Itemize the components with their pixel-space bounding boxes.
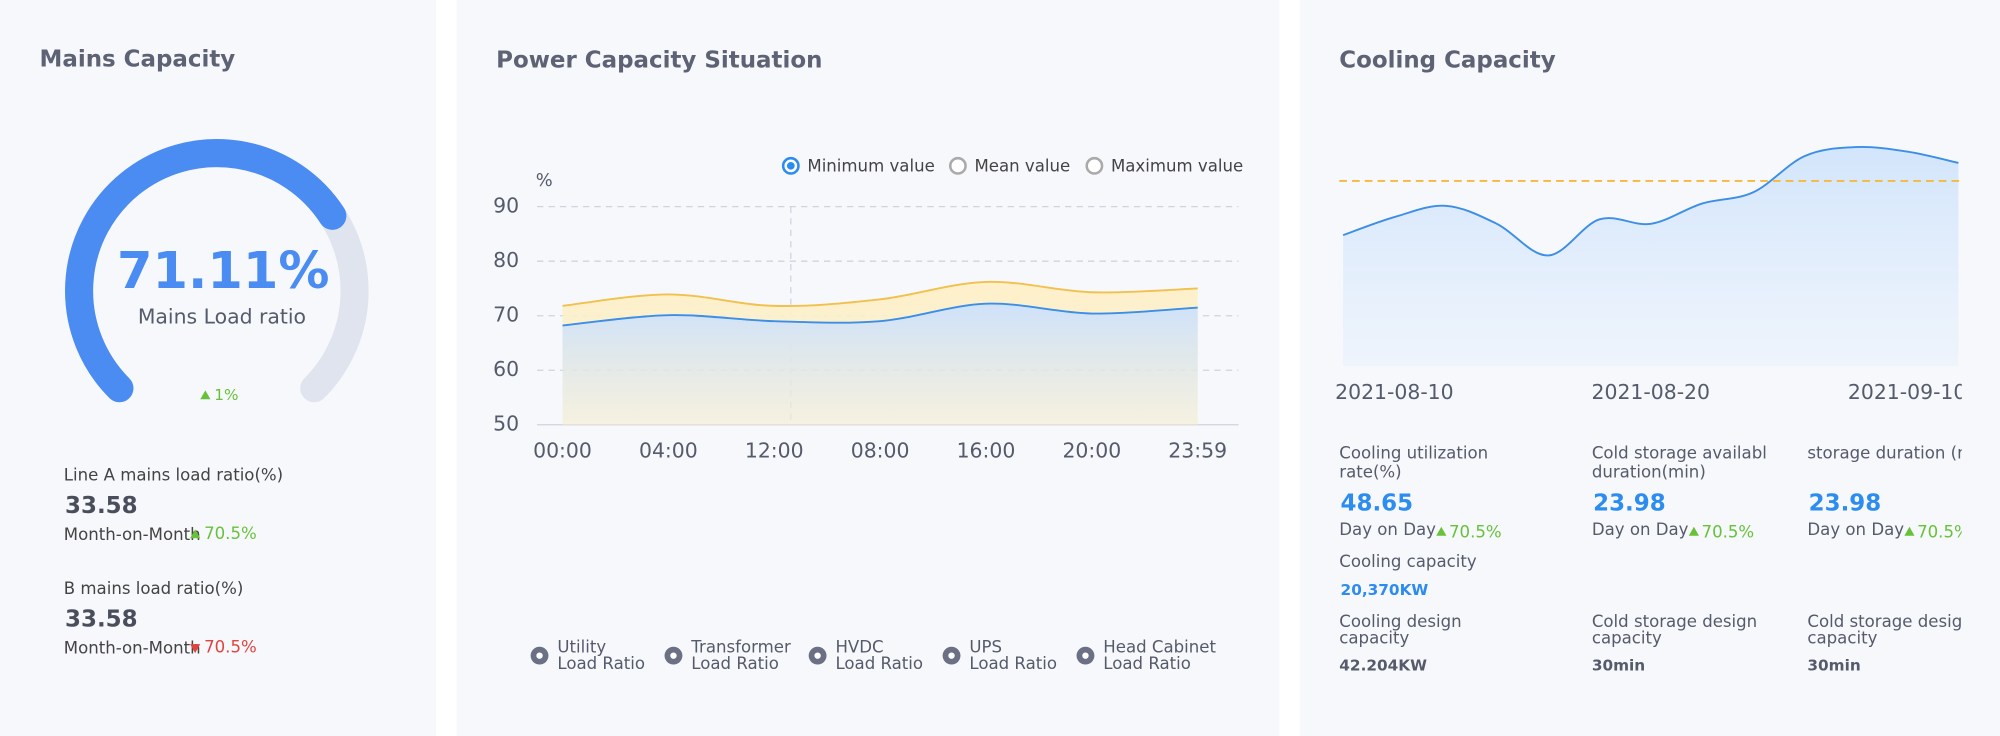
legend-label[interactable]: Load Ratio xyxy=(557,654,645,673)
radio-label[interactable]: Mean value xyxy=(974,157,1070,176)
metric-label: B mains load ratio(%) xyxy=(64,579,244,598)
area xyxy=(562,303,1198,425)
x-tick-label: 23:59 xyxy=(1168,439,1227,463)
gauge-change: 1% xyxy=(214,386,238,404)
metric-value: 33.58 xyxy=(65,606,138,632)
trend-arrow xyxy=(1904,526,1915,536)
metric-label: Cooling utilization xyxy=(1339,444,1488,463)
metric-label: storage duration (mi xyxy=(1807,444,1978,463)
panel-title: Mains Capacity xyxy=(40,46,236,72)
panel-title: Cooling Capacity xyxy=(1339,48,1555,74)
metric-label: Cold storage availabl xyxy=(1592,444,1767,463)
trend-arrow xyxy=(190,529,201,539)
trend-arrow xyxy=(200,390,211,400)
y-axis-label: % xyxy=(536,170,553,191)
metric-label: Line A mains load ratio(%) xyxy=(64,465,283,484)
panel xyxy=(1299,0,2000,736)
radio-label[interactable]: Minimum value xyxy=(807,157,934,176)
trend-arrow xyxy=(1436,526,1447,536)
metric-change: 70.5% xyxy=(1449,523,1502,542)
area xyxy=(1343,146,1959,367)
metric-value: 23.98 xyxy=(1593,490,1666,516)
x-tick-label: 04:00 xyxy=(639,439,698,463)
radio[interactable] xyxy=(1085,156,1104,175)
design-value: 42.204KW xyxy=(1339,656,1427,674)
y-tick-label: 80 xyxy=(493,248,519,272)
line xyxy=(1342,146,1959,257)
y-tick-label: 90 xyxy=(493,194,519,218)
x-tick-label: 08:00 xyxy=(851,439,910,463)
x-tick-label: 20:00 xyxy=(1062,439,1121,463)
metric-value: 33.58 xyxy=(65,493,138,519)
legend-icon-dot xyxy=(1082,652,1089,659)
metric-change: 70.5% xyxy=(204,524,257,543)
metric-compare: Day on Day xyxy=(1592,520,1689,539)
legend-icon-dot xyxy=(670,652,677,659)
legend-label[interactable]: Utility xyxy=(557,637,606,656)
design-value: 30min xyxy=(1807,656,1860,674)
design-label: capacity xyxy=(1807,629,1877,648)
gauge-caption: Mains Load ratio xyxy=(138,305,306,329)
metric-change: 70.5% xyxy=(204,637,257,656)
metric-value: 48.65 xyxy=(1341,490,1414,516)
legend-icon-dot xyxy=(814,652,821,659)
legend-label[interactable]: Head Cabinet xyxy=(1103,637,1216,656)
legend-label[interactable]: Load Ratio xyxy=(969,654,1057,673)
legend-label[interactable]: Load Ratio xyxy=(835,654,923,673)
y-tick-label: 70 xyxy=(493,303,519,327)
metric-compare: Month-on-Month xyxy=(64,525,201,544)
legend-icon-dot xyxy=(948,652,955,659)
x-tick-label: 00:00 xyxy=(533,439,592,463)
metric-compare: Day on Day xyxy=(1339,520,1436,539)
panel-title: Power Capacity Situation xyxy=(496,48,822,74)
metric-value: 23.98 xyxy=(1809,490,1882,516)
y-tick-label: 60 xyxy=(493,357,519,381)
x-tick-label: 2021-09-10 xyxy=(1848,380,1967,404)
y-tick-label: 50 xyxy=(493,412,519,436)
legend-icon-dot xyxy=(536,652,543,659)
design-label: capacity xyxy=(1339,629,1409,648)
x-tick-label: 16:00 xyxy=(957,439,1016,463)
panel xyxy=(0,0,437,736)
design-label: Cold storage design xyxy=(1592,612,1757,631)
x-tick-label: 12:00 xyxy=(745,439,804,463)
gauge-value-label: 71.11% xyxy=(117,242,329,301)
line xyxy=(562,280,1198,307)
mains-panel: 71.11% Mains Load ratio 1% Line A mains loa… xyxy=(64,139,369,658)
radio[interactable] xyxy=(948,156,967,175)
metric-compare: Month-on-Month xyxy=(64,639,201,658)
design-label: Cold storage design xyxy=(1807,612,1972,631)
x-tick-label: 2021-08-20 xyxy=(1592,380,1711,404)
radio-label[interactable]: Maximum value xyxy=(1111,157,1243,176)
design-value: 30min xyxy=(1592,656,1645,674)
radio-dot xyxy=(786,162,795,170)
trend-arrow xyxy=(190,644,201,654)
metric-label: duration(min) xyxy=(1592,463,1706,482)
design-label: capacity xyxy=(1592,629,1662,648)
x-tick-label: 2021-08-10 xyxy=(1335,380,1454,404)
capacity-value: 20,370KW xyxy=(1341,581,1429,599)
legend-label[interactable]: Transformer xyxy=(690,637,791,656)
trend-arrow xyxy=(1688,526,1699,536)
design-label: Cooling design xyxy=(1339,612,1461,631)
line xyxy=(562,302,1198,327)
cooling-panel: 2021-08-10 2021-08-20 2021-09-10 Cooling ut… xyxy=(1335,146,1978,674)
metric-compare: Day on Day xyxy=(1807,520,1904,539)
metric-change: 70.5% xyxy=(1917,523,1970,542)
legend-label[interactable]: Load Ratio xyxy=(691,654,779,673)
legend-label[interactable]: Load Ratio xyxy=(1103,654,1191,673)
legend-label[interactable]: UPS xyxy=(969,637,1002,656)
capacity-label: Cooling capacity xyxy=(1339,552,1477,571)
legend-label[interactable]: HVDC xyxy=(835,637,883,656)
gauge-value xyxy=(65,139,347,403)
metric-label: rate(%) xyxy=(1339,463,1401,482)
power-panel: Minimum value Mean value Maximum value% 50 6… xyxy=(493,157,1243,673)
metric-change: 70.5% xyxy=(1702,523,1755,542)
